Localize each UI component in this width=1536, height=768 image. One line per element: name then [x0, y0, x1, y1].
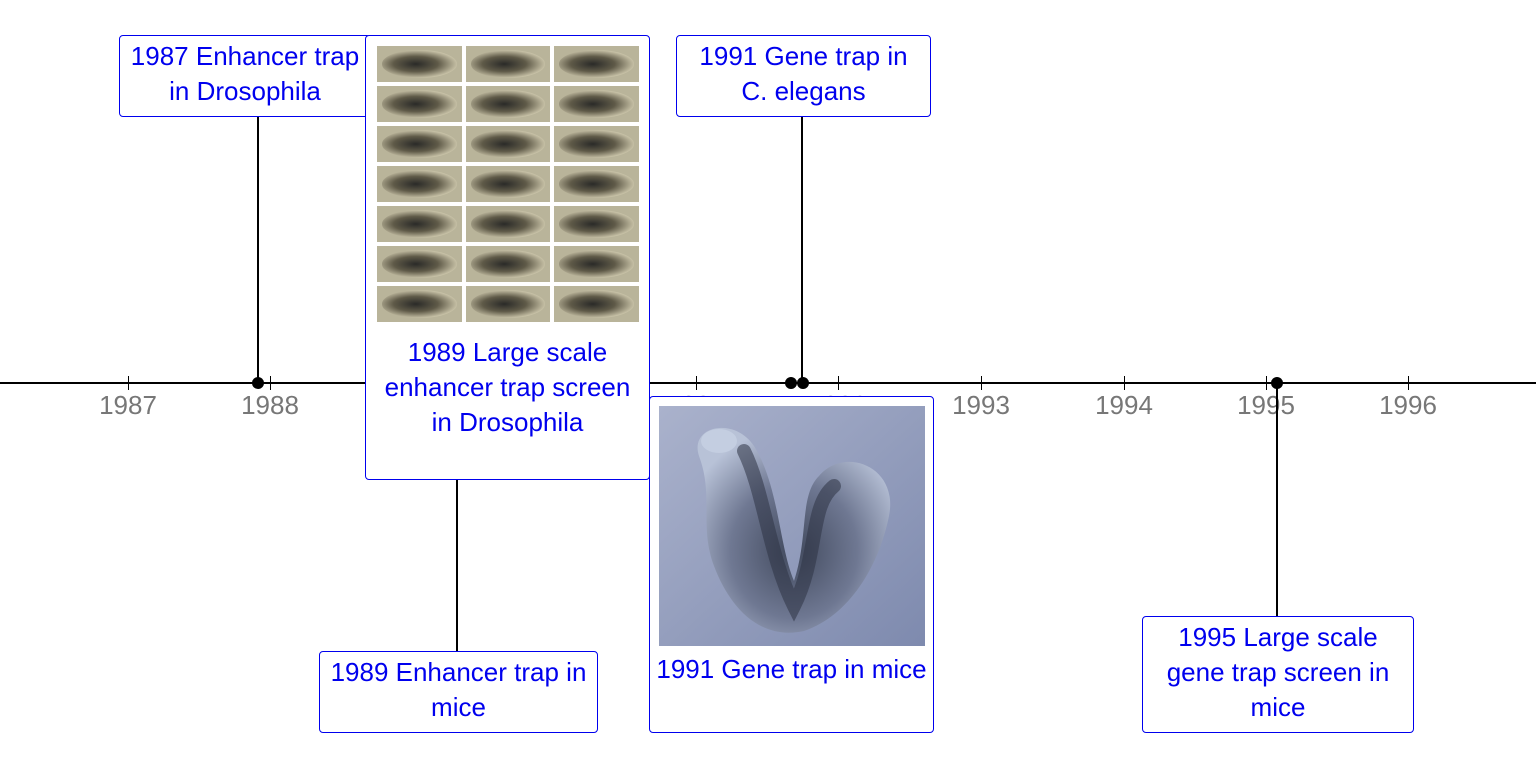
axis-tick-label: 1987 — [99, 390, 157, 420]
event-stem — [257, 116, 259, 383]
event-label: 1995 Large scale gene trap screen in mic… — [1166, 622, 1390, 722]
axis-tick-label: 1995 — [1237, 390, 1295, 420]
axis-tick — [128, 376, 129, 390]
axis-tick — [1408, 376, 1409, 390]
embryo-thumbnail — [554, 286, 639, 322]
event-marker — [252, 377, 264, 389]
axis-tick-label: 1988 — [241, 390, 299, 420]
embryo-thumbnail — [554, 126, 639, 162]
drosophila-embryo-grid — [377, 46, 639, 322]
embryo-thumbnail — [465, 206, 551, 242]
embryo-thumbnail — [377, 126, 462, 162]
axis-tick-label: 1993 — [952, 390, 1010, 420]
event-marker — [785, 377, 797, 389]
event-1991-gene-trap-c-elegans: 1991 Gene trap in C. elegans — [676, 35, 931, 117]
embryo-thumbnail — [554, 46, 639, 82]
embryo-thumbnail — [377, 206, 462, 242]
event-label: 1987 Enhancer trap in Drosophila — [130, 41, 360, 106]
embryo-thumbnail — [465, 246, 551, 282]
axis-tick-label: 1996 — [1379, 390, 1437, 420]
event-1989-enhancer-trap-screen-drosophila: 1989 Large scale enhancer trap screen in… — [365, 35, 650, 480]
event-label: 1991 Gene trap in mice — [656, 654, 927, 684]
event-marker — [1271, 377, 1283, 389]
embryo-thumbnail — [377, 166, 462, 202]
embryo-thumbnail — [465, 46, 551, 82]
axis-tick — [1266, 376, 1267, 390]
event-label: 1989 Enhancer trap in mice — [330, 657, 587, 722]
axis-tick-label: 1994 — [1095, 390, 1153, 420]
embryo-thumbnail — [377, 86, 462, 122]
embryo-thumbnail — [465, 286, 551, 322]
embryo-thumbnail — [554, 86, 639, 122]
embryo-thumbnail — [554, 166, 639, 202]
axis-tick — [696, 376, 697, 390]
event-stem — [1276, 383, 1278, 616]
embryo-thumbnail — [554, 246, 639, 282]
embryo-thumbnail — [377, 46, 462, 82]
event-label: 1989 Large scale enhancer trap screen in… — [384, 337, 631, 437]
event-1991-gene-trap-mice: 1991 Gene trap in mice — [649, 396, 934, 733]
embryo-thumbnail — [377, 246, 462, 282]
event-1989-enhancer-trap-mice: 1989 Enhancer trap in mice — [319, 651, 598, 733]
event-marker — [797, 377, 809, 389]
embryo-thumbnail — [465, 86, 551, 122]
timeline-axis — [0, 382, 1536, 384]
event-1995-gene-trap-screen-mice: 1995 Large scale gene trap screen in mic… — [1142, 616, 1414, 733]
event-stem — [456, 480, 458, 651]
event-stem — [801, 116, 803, 383]
axis-tick — [838, 376, 839, 390]
axis-tick — [1124, 376, 1125, 390]
embryo-thumbnail — [465, 166, 551, 202]
axis-tick — [981, 376, 982, 390]
event-1987-enhancer-trap-drosophila: 1987 Enhancer trap in Drosophila — [119, 35, 371, 117]
axis-tick — [270, 376, 271, 390]
mouse-embryo-photo — [659, 406, 925, 646]
embryo-thumbnail — [377, 286, 462, 322]
embryo-thumbnail — [465, 126, 551, 162]
embryo-thumbnail — [554, 206, 639, 242]
event-label: 1991 Gene trap in C. elegans — [699, 41, 908, 106]
